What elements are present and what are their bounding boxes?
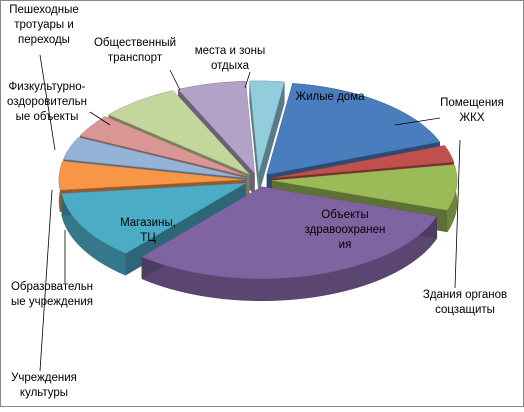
slice xyxy=(141,186,438,301)
slice-label: Жилые дома xyxy=(295,91,365,103)
slice-label: Общественный транспорт xyxy=(94,37,176,64)
slice-label: Здания органов соцзащиты xyxy=(423,289,507,316)
slice-top xyxy=(108,90,250,175)
slice-label: места и зоны отдыха xyxy=(195,45,266,72)
leader-line xyxy=(244,71,251,89)
slice-top xyxy=(141,186,438,279)
slice-top xyxy=(63,137,245,178)
slice-cut xyxy=(258,81,285,196)
slice-label: Образовательн ые учреждения xyxy=(11,281,93,308)
slice-label: Физкультурно-оздоровительн ые объекты xyxy=(7,81,87,123)
slice-cut xyxy=(249,81,259,196)
slice-top xyxy=(177,81,256,174)
leader-line xyxy=(394,117,441,126)
slice-label: Помещения ЖКХ xyxy=(440,97,504,124)
slice-label: Магазины, ТЦ xyxy=(120,217,176,244)
slice xyxy=(249,80,285,196)
slice-label: Пешеходные тротуары и переходы xyxy=(9,4,79,46)
slice-top xyxy=(266,83,441,175)
leader-line xyxy=(39,189,53,372)
slice-top xyxy=(271,145,455,179)
slice-top xyxy=(61,183,246,254)
slice-top xyxy=(58,160,245,191)
slice-top xyxy=(249,80,285,174)
slice-label: Объекты здравоохранен ия xyxy=(305,209,386,251)
leader-line xyxy=(89,111,111,126)
slice-top xyxy=(271,164,458,211)
leader-line xyxy=(169,69,181,91)
slice-label: Учреждения культуры xyxy=(11,372,77,399)
leader-line xyxy=(454,139,461,289)
leader-line xyxy=(39,54,56,151)
